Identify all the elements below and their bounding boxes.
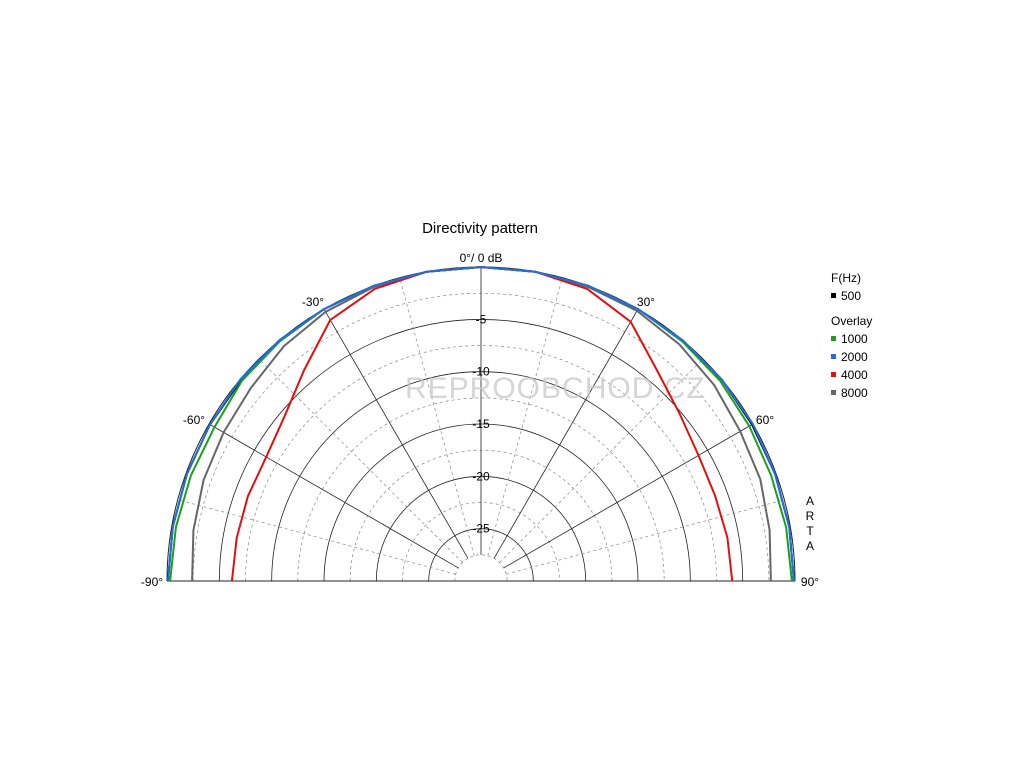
legend-label-2000: 2000 <box>841 350 868 364</box>
legend-overlay-header: Overlay <box>831 314 872 328</box>
grid-spoke <box>177 499 456 575</box>
series-curves <box>167 266 795 582</box>
radial-label: -10 <box>472 365 490 379</box>
grid-ring <box>454 554 508 582</box>
legend-label-500: 500 <box>841 289 861 303</box>
watermark: REPROOBCHOD.CZ <box>405 372 706 405</box>
top-label: 0°/ 0 dB <box>460 251 503 265</box>
radial-label: -25 <box>472 522 490 536</box>
side-label-letter: T <box>806 524 814 538</box>
chart-title: Directivity pattern <box>422 220 538 237</box>
radial-label: -5 <box>476 312 487 326</box>
legend-swatch-1000 <box>831 336 836 341</box>
legend-swatch-500 <box>831 293 836 298</box>
grid-spoke <box>503 423 754 569</box>
grid-spoke <box>487 277 563 556</box>
side-label-letter: A <box>806 539 814 553</box>
radial-label: -15 <box>472 417 490 431</box>
angle-label: 90° <box>801 575 819 589</box>
side-label-letter: A <box>806 494 814 508</box>
legend-swatch-2000 <box>831 354 836 359</box>
angle-label: 60° <box>756 413 774 427</box>
grid-ring <box>402 502 560 582</box>
angle-label: -90° <box>141 575 163 589</box>
legend-label-8000: 8000 <box>841 386 868 400</box>
angle-label: 30° <box>637 295 655 309</box>
legend-label-4000: 4000 <box>841 368 868 382</box>
legend-swatch-8000 <box>831 390 836 395</box>
grid-spoke <box>506 499 785 575</box>
legend-header: F(Hz) <box>831 271 861 285</box>
legend-swatch-4000 <box>831 372 836 377</box>
watermark-text: REPROOBCHOD.CZ <box>405 372 706 405</box>
legend: F(Hz) Overlay 500 1000 2000 4000 8000 <box>831 271 872 400</box>
angle-labels: -90° -60° -30° 30° 60° 90° <box>141 295 819 589</box>
radial-labels: -5 -10 -15 -20 -25 <box>472 312 490 535</box>
grid-ring <box>245 345 717 582</box>
side-label-letter: R <box>806 509 815 523</box>
radial-label: -20 <box>472 469 490 483</box>
legend-label-1000: 1000 <box>841 332 868 346</box>
legend-items: 500 1000 2000 4000 8000 <box>831 289 868 400</box>
angle-label: -30° <box>302 295 324 309</box>
grid-spoke <box>493 308 639 559</box>
grid-spoke <box>399 277 475 556</box>
angle-label: -60° <box>183 413 205 427</box>
grid-ring <box>297 397 665 582</box>
series-curve-2000 <box>167 266 795 582</box>
grid-spoke <box>323 308 469 559</box>
grid-spoke <box>208 423 459 569</box>
